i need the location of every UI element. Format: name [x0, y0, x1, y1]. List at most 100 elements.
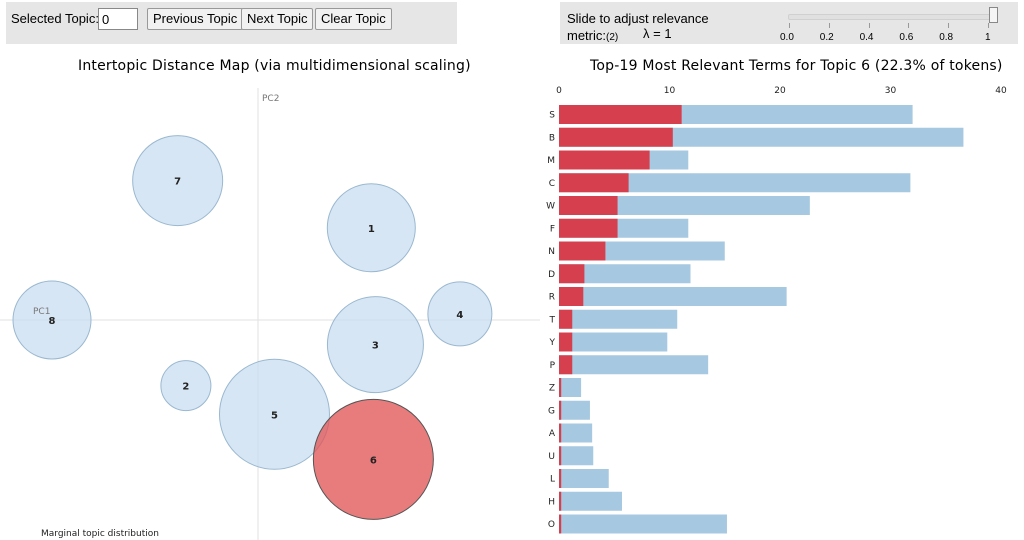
term-label[interactable]: S	[549, 111, 555, 121]
topic-bubble-3[interactable]	[326, 296, 424, 394]
topic-term-bar[interactable]	[559, 173, 629, 193]
term-label[interactable]: B	[549, 133, 555, 143]
left-chart-title: Intertopic Distance Map (via multidimens…	[78, 58, 471, 74]
topic-term-bar[interactable]	[559, 105, 682, 124]
overall-term-bar[interactable]	[559, 309, 678, 329]
overall-term-bar[interactable]	[559, 196, 810, 215]
topic-term-bar[interactable]	[559, 241, 606, 261]
x-tick-label: 30	[885, 86, 897, 96]
topic-bubble-6[interactable]	[312, 398, 434, 520]
relevant-terms-bar-chart: 0 10 20 30 40 S B M C W F N D R T Y P Z G A U L H O	[546, 86, 1007, 534]
selected-topic-label: Selected Topic:	[11, 11, 99, 26]
marginal-topic-distribution-label: Marginal topic distribution	[41, 529, 159, 539]
topic-term-bar[interactable]	[559, 218, 618, 238]
x-tick-label: 40	[995, 86, 1007, 96]
overall-term-bar[interactable]	[559, 514, 727, 534]
topic-bubble-label: 2	[182, 382, 189, 393]
relevance-slider-panel: Slide to adjust relevance metric:(2) λ =…	[560, 2, 1018, 44]
overall-term-bar[interactable]	[559, 423, 593, 443]
slider-tick-mark	[948, 23, 950, 28]
clear-topic-button[interactable]: Clear Topic	[315, 8, 392, 30]
slider-tick-label: 0.6	[899, 32, 914, 43]
previous-topic-button[interactable]: Previous Topic	[147, 8, 244, 30]
topic-term-bar[interactable]	[559, 514, 562, 534]
overall-term-bar[interactable]	[559, 355, 709, 375]
overall-term-bar[interactable]	[559, 469, 609, 488]
topic-term-bar[interactable]	[559, 309, 573, 329]
lambda-value-label: λ = 1	[643, 26, 672, 41]
topic-term-bar[interactable]	[559, 491, 562, 511]
term-label[interactable]: Z	[549, 384, 555, 394]
topic-term-bar[interactable]	[559, 196, 618, 215]
slider-metric-label: metric:(2)	[567, 28, 619, 43]
topic-bubble-label: 6	[370, 455, 377, 466]
topic-bubble-label: 5	[271, 410, 278, 421]
topic-term-bar[interactable]	[559, 423, 562, 443]
x-tick-label: 10	[664, 86, 676, 96]
x-tick-label: 0	[556, 86, 562, 96]
term-label[interactable]: W	[546, 202, 555, 212]
topic-term-bar[interactable]	[559, 400, 562, 420]
topic-term-bar[interactable]	[559, 446, 562, 466]
term-label[interactable]: A	[549, 429, 556, 439]
term-label[interactable]: H	[548, 497, 555, 507]
term-label[interactable]: R	[549, 293, 555, 303]
topic-bubble-label: 7	[174, 177, 181, 188]
term-label[interactable]: P	[550, 361, 556, 371]
slider-tick-label: 0.8	[939, 32, 954, 43]
overall-term-bar[interactable]	[559, 287, 787, 306]
overall-term-bar[interactable]	[559, 446, 594, 466]
slider-caption: Slide to adjust relevance	[567, 11, 709, 26]
term-label[interactable]: D	[548, 270, 555, 280]
topic-term-bar[interactable]	[559, 469, 562, 488]
topic-term-bar[interactable]	[559, 264, 585, 284]
term-label[interactable]: N	[548, 247, 555, 257]
selected-topic-input[interactable]	[98, 8, 138, 30]
slider-footnote: (2)	[606, 32, 619, 43]
slider-tick-label: 0.4	[859, 32, 874, 43]
term-label[interactable]: C	[549, 179, 555, 189]
topic-bubble-4[interactable]	[427, 281, 493, 347]
slider-tick-mark	[908, 23, 910, 28]
slider-tick-mark	[789, 23, 790, 28]
term-label[interactable]: F	[550, 224, 555, 234]
overall-term-bar[interactable]	[559, 332, 668, 352]
x-tick-label: 20	[774, 86, 786, 96]
relevance-slider-track[interactable]	[788, 14, 996, 20]
topic-bubble-2[interactable]	[160, 360, 212, 412]
term-label[interactable]: Y	[549, 338, 556, 348]
slider-tick-mark	[868, 23, 870, 28]
topic-bubble-5[interactable]	[218, 358, 330, 470]
overall-term-bar[interactable]	[559, 400, 590, 420]
term-label[interactable]: L	[550, 475, 555, 485]
topic-term-bar[interactable]	[559, 332, 573, 352]
next-topic-button[interactable]: Next Topic	[241, 8, 314, 30]
term-label[interactable]: M	[547, 156, 555, 166]
topic-term-bar[interactable]	[559, 150, 650, 170]
overall-term-bar[interactable]	[559, 264, 691, 284]
overall-term-bar[interactable]	[559, 491, 622, 511]
pc1-axis-label: PC1	[33, 307, 50, 317]
topic-term-bar[interactable]	[559, 378, 562, 397]
term-label[interactable]: O	[548, 520, 555, 530]
slider-tick-label: 1	[985, 32, 991, 43]
topic-bubble-label: 8	[49, 316, 56, 327]
intertopic-distance-map: PC2 PC1 1 2 3 4 5 6 7 8 Marginal topic distributio…	[0, 88, 540, 540]
slider-tick-mark	[988, 23, 989, 28]
overall-term-bar[interactable]	[559, 378, 582, 397]
relevance-slider-handle[interactable]	[989, 7, 998, 23]
topic-bubble-label: 1	[368, 224, 375, 235]
term-label[interactable]: T	[549, 315, 556, 325]
topic-term-bar[interactable]	[559, 287, 584, 306]
topic-bubble-8[interactable]	[12, 280, 92, 360]
topic-term-bar[interactable]	[559, 355, 573, 375]
topic-bubble-1[interactable]	[326, 183, 416, 273]
overall-term-bar[interactable]	[559, 173, 911, 193]
topic-bubble-7[interactable]	[132, 135, 224, 227]
term-label[interactable]: G	[548, 406, 555, 416]
topic-bubble-label: 3	[372, 341, 379, 352]
term-label[interactable]: U	[548, 452, 555, 462]
topic-term-bar[interactable]	[559, 127, 673, 147]
slider-tick-mark	[828, 23, 830, 28]
topic-controls-panel: Selected Topic: Previous Topic Next Topi…	[6, 2, 457, 44]
